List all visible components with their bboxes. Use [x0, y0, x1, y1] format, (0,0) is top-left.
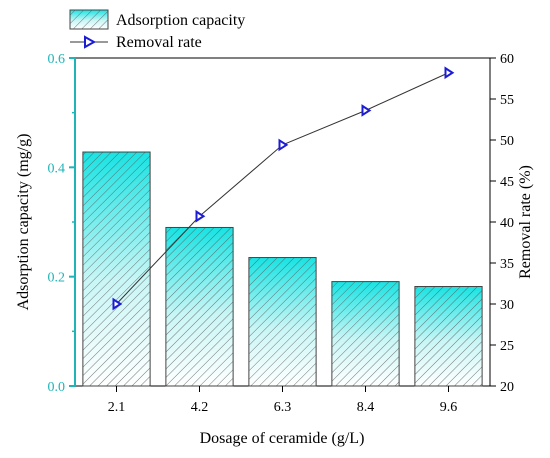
y2-tick-label: 40 — [500, 216, 514, 231]
y-axis-left-ticks: 0.0 0.2 0.4 0.6 — [48, 52, 75, 395]
legend: Adsorption capacity Removal rate — [69, 9, 245, 51]
y2-tick-label: 55 — [500, 93, 514, 108]
y2-tick-label: 50 — [500, 134, 514, 149]
legend-line-marker — [84, 35, 97, 49]
x-tick-label: 9.6 — [440, 400, 458, 415]
y-tick-label: 0.0 — [48, 380, 66, 395]
y2-tick-label: 45 — [500, 175, 514, 190]
x-axis-ticks: 2.1 4.2 6.3 8.4 9.6 — [108, 386, 458, 415]
y-axis-right-ticks: 20 25 30 35 40 45 50 55 60 — [490, 52, 514, 395]
bar-series — [82, 151, 483, 387]
bar — [82, 151, 151, 387]
bar — [165, 226, 234, 387]
line-point — [278, 138, 289, 152]
x-tick-label: 6.3 — [274, 400, 292, 415]
y-tick-label: 0.6 — [48, 52, 66, 67]
y-axis-right-title: Removal rate (%) — [517, 165, 534, 279]
x-tick-label: 2.1 — [108, 400, 126, 415]
y2-tick-label: 60 — [500, 52, 514, 67]
bar-hatch — [414, 286, 483, 387]
bar — [331, 281, 400, 387]
x-tick-label: 8.4 — [357, 400, 375, 415]
legend-label-removal: Removal rate — [116, 34, 202, 51]
bar-hatch — [82, 151, 151, 387]
y2-tick-label: 30 — [500, 298, 514, 313]
line-point — [444, 66, 455, 80]
line-point — [112, 297, 123, 311]
x-axis-title: Dosage of ceramide (g/L) — [200, 430, 365, 447]
y-axis-left-title: Adsorption capacity (mg/g) — [15, 134, 32, 311]
bar-hatch — [248, 257, 317, 387]
line-point — [195, 209, 206, 223]
y2-tick-label: 25 — [500, 339, 514, 354]
y2-tick-label: 20 — [500, 380, 514, 395]
bar-hatch — [165, 226, 234, 387]
bar — [248, 257, 317, 387]
line-series — [112, 66, 455, 311]
bar-hatch — [331, 281, 400, 387]
legend-label-adsorption: Adsorption capacity — [116, 12, 245, 29]
line-point — [361, 104, 372, 117]
y2-tick-label: 35 — [500, 257, 514, 272]
bar — [414, 286, 483, 387]
legend-swatch-bars-hatch — [70, 10, 108, 29]
x-tick-label: 4.2 — [191, 400, 209, 415]
y-tick-label: 0.2 — [48, 271, 66, 286]
y-tick-label: 0.4 — [48, 161, 66, 176]
